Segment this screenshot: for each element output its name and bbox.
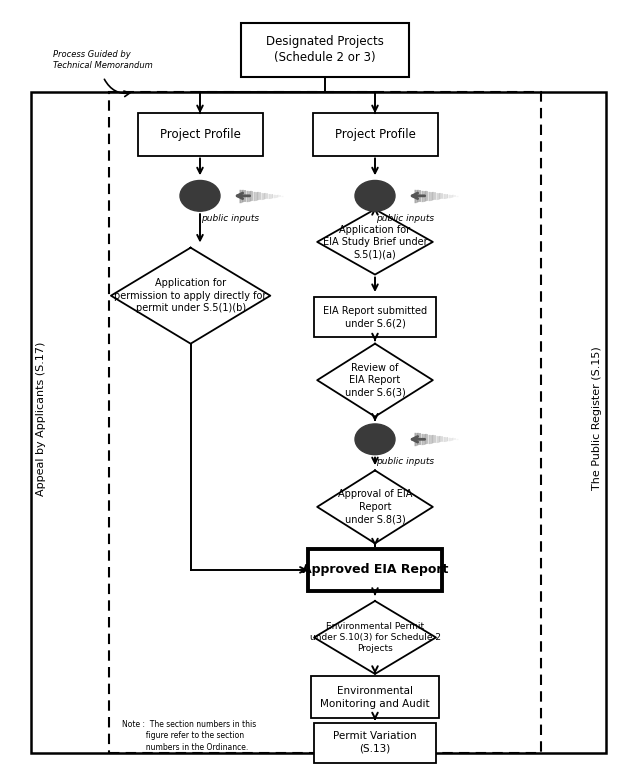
Polygon shape xyxy=(111,248,270,344)
Text: public inputs: public inputs xyxy=(376,457,434,466)
Text: Environmental Permit
under S.10(3) for Schedule 2
Projects: Environmental Permit under S.10(3) for S… xyxy=(309,622,441,653)
Text: public inputs: public inputs xyxy=(201,214,259,223)
Polygon shape xyxy=(317,470,432,544)
Text: Project Profile: Project Profile xyxy=(334,128,416,141)
Text: Process Guided by
Technical Memorandum: Process Guided by Technical Memorandum xyxy=(53,50,153,70)
Text: Application for
permission to apply directly for
permit under S.5(1)(b): Application for permission to apply dire… xyxy=(114,278,267,313)
FancyBboxPatch shape xyxy=(312,113,438,155)
FancyBboxPatch shape xyxy=(314,297,436,337)
FancyBboxPatch shape xyxy=(241,23,409,77)
Polygon shape xyxy=(314,601,436,674)
Text: Approved EIA Report: Approved EIA Report xyxy=(302,564,448,576)
FancyBboxPatch shape xyxy=(138,113,262,155)
Text: public inputs: public inputs xyxy=(376,214,434,223)
FancyBboxPatch shape xyxy=(314,723,436,763)
Text: Review of
EIA Report
under S.6(3): Review of EIA Report under S.6(3) xyxy=(344,362,406,398)
FancyBboxPatch shape xyxy=(31,92,606,753)
Polygon shape xyxy=(317,209,432,274)
Polygon shape xyxy=(317,344,432,416)
Text: Note :  The section numbers in this
          figure refer to the section
      : Note : The section numbers in this figur… xyxy=(122,720,256,752)
Text: EIA Report submitted
under S.6(2): EIA Report submitted under S.6(2) xyxy=(323,306,427,329)
Text: Approval of EIA
Report
under S.8(3): Approval of EIA Report under S.8(3) xyxy=(338,489,412,525)
Text: Project Profile: Project Profile xyxy=(159,128,241,141)
Text: Application for
EIA Study Brief under
S.5(1)(a): Application for EIA Study Brief under S.… xyxy=(322,224,428,260)
Text: The Public Register (S.15): The Public Register (S.15) xyxy=(592,346,602,491)
Ellipse shape xyxy=(355,180,395,211)
Text: Appeal by Applicants (S.17): Appeal by Applicants (S.17) xyxy=(36,341,46,496)
Text: Designated Projects
(Schedule 2 or 3): Designated Projects (Schedule 2 or 3) xyxy=(266,35,384,65)
Ellipse shape xyxy=(355,424,395,455)
Text: Permit Variation
(S.13): Permit Variation (S.13) xyxy=(333,731,417,754)
Text: Environmental
Monitoring and Audit: Environmental Monitoring and Audit xyxy=(320,686,430,709)
FancyBboxPatch shape xyxy=(311,677,439,719)
Ellipse shape xyxy=(180,180,220,211)
FancyBboxPatch shape xyxy=(308,548,442,591)
